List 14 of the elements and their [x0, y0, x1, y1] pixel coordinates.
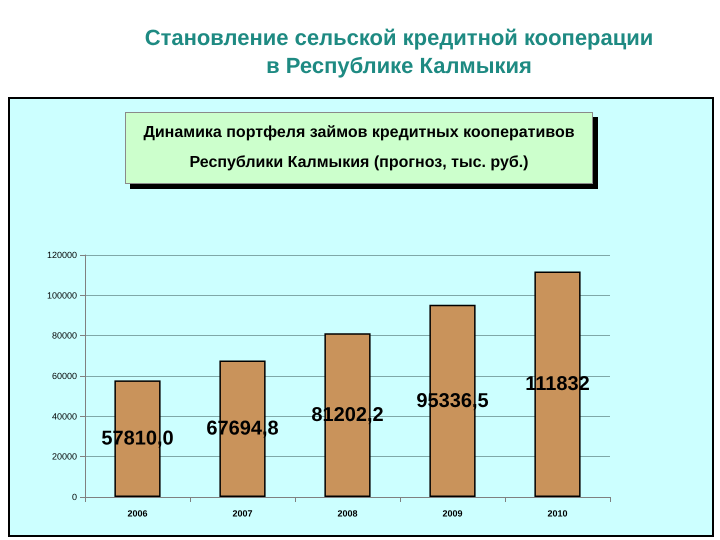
- y-tick-label: 0: [72, 492, 77, 502]
- y-tick-label: 120000: [46, 250, 77, 260]
- x-tick-label: 2009: [442, 508, 463, 518]
- y-tick-label: 40000: [52, 411, 77, 422]
- y-tick-label: 80000: [52, 330, 77, 341]
- x-tick-label: 2007: [232, 508, 253, 518]
- chart-title: Становление сельской кредитной кооперации в Республике Калмыкия: [144, 24, 654, 80]
- x-tick-label: 2008: [337, 508, 358, 518]
- y-tick-label: 20000: [52, 452, 77, 462]
- y-tick-label: 100000: [46, 290, 77, 300]
- chart-subtitle: Динамика портфеля займов кредитных кооперативов Республики Калмыкия (прогноз, тыс. руб.): [125, 112, 593, 184]
- x-tick-label: 2006: [127, 508, 148, 518]
- y-tick-label: 60000: [52, 371, 77, 381]
- x-tick-label: 2010: [547, 508, 568, 518]
